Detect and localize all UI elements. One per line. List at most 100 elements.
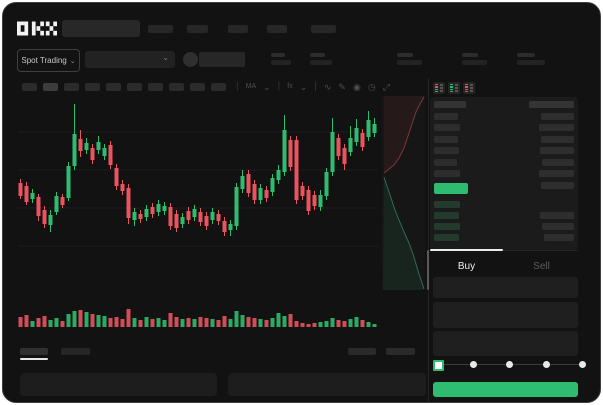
ask-amount-bar[interactable] (540, 147, 574, 154)
buy-tab-label: Buy (457, 261, 476, 272)
price-field[interactable] (433, 277, 578, 298)
ask-price-bar[interactable] (434, 101, 466, 108)
timeframe-button[interactable] (169, 83, 184, 91)
ask-amount-bar[interactable] (539, 170, 574, 177)
timeframe-button[interactable] (127, 83, 142, 91)
ticker-stat-value (271, 60, 291, 65)
book-bids-icon[interactable] (448, 82, 460, 94)
amount-slider[interactable] (433, 358, 586, 372)
bottom-bar-action[interactable] (386, 348, 415, 355)
timeframe-button[interactable] (64, 83, 79, 91)
chevron-down-icon[interactable]: ⌄ (299, 82, 308, 92)
ask-price-bar[interactable] (434, 135, 458, 143)
tab-buy[interactable]: Buy (430, 256, 503, 274)
total-field[interactable] (433, 331, 578, 356)
line-tool-icon[interactable]: ∿ (323, 82, 332, 92)
ticker-stat-label (271, 53, 285, 57)
timeframe-button[interactable] (211, 83, 226, 91)
timeframe-button[interactable] (85, 83, 100, 91)
bottom-bar-action[interactable] (348, 348, 376, 355)
market-type-label: Spot Trading (21, 56, 67, 65)
slider-stop[interactable] (542, 361, 550, 368)
bid-amount-bar[interactable] (542, 223, 574, 230)
nav-item[interactable] (311, 25, 336, 33)
ticker-stat-label (310, 53, 325, 57)
timeframe-button[interactable] (22, 83, 37, 91)
tab-underline-track (430, 250, 578, 251)
ask-price-bar[interactable] (434, 158, 457, 166)
chevron-down-icon: ⌄ (162, 53, 169, 62)
nav-item[interactable] (148, 25, 173, 33)
avatar[interactable] (183, 52, 198, 67)
submit-order-button[interactable] (433, 382, 578, 397)
chart-tools: | MA ⌄ | fx ⌄ | ∿ ✎ ◉ ◷ ⤢ (236, 80, 390, 94)
ask-price-bar[interactable] (434, 112, 458, 120)
ticker-stat-label (462, 53, 478, 57)
timeframe-button[interactable] (148, 83, 163, 91)
divider: | (236, 81, 239, 92)
bottom-panel-right[interactable] (228, 373, 426, 396)
ticker-stat-value (397, 60, 422, 65)
nav-item[interactable] (267, 25, 287, 33)
ask-amount-bar[interactable] (529, 101, 574, 108)
bid-amount-bar[interactable] (544, 234, 574, 241)
chevron-down-icon: ⌄ (69, 57, 76, 65)
camera-icon[interactable]: ◉ (352, 82, 361, 92)
ask-price-bar[interactable] (434, 170, 460, 177)
draw-tool-icon[interactable]: ✎ (338, 82, 346, 92)
ask-amount-bar[interactable] (541, 112, 574, 120)
bottom-tab[interactable] (61, 348, 90, 355)
bottom-tab-indicator (20, 358, 48, 360)
bid-price-bar[interactable] (434, 212, 459, 219)
ticker-stat-label (397, 53, 413, 57)
chevron-down-icon[interactable]: ⌄ (263, 82, 271, 92)
bid-price-bar[interactable] (434, 223, 460, 230)
divider: | (277, 81, 281, 92)
bid-price-bar[interactable] (434, 234, 459, 241)
slider-stop[interactable] (469, 361, 477, 368)
ticker-stat-value (462, 60, 487, 65)
slider-handle[interactable] (433, 360, 444, 371)
ticker-stat-value (310, 60, 332, 65)
timeframe-button[interactable] (43, 83, 58, 91)
panel-divider (428, 78, 429, 402)
pair-selector[interactable]: ⌄ (85, 51, 175, 68)
bid-amount-bar[interactable] (540, 212, 574, 219)
bottom-tab[interactable] (20, 348, 48, 355)
bottom-panel-left[interactable] (20, 373, 217, 396)
indicator-b-button[interactable]: fx (287, 83, 293, 90)
slider-stop[interactable] (506, 361, 513, 368)
history-icon[interactable]: ◷ (367, 82, 376, 92)
market-type-dropdown[interactable]: Spot Trading ⌄ (17, 49, 80, 72)
last-price-bar[interactable] (434, 182, 468, 194)
nav-item[interactable] (228, 25, 248, 33)
ask-amount-bar[interactable] (541, 135, 574, 143)
book-asks-icon[interactable] (463, 82, 475, 94)
book-combined-icon[interactable] (433, 82, 445, 94)
tab-sell[interactable]: Sell (505, 256, 578, 274)
nav-item[interactable] (187, 25, 208, 33)
ask-amount-bar[interactable] (539, 124, 574, 131)
amount-field[interactable] (433, 302, 578, 328)
search-input[interactable] (62, 20, 140, 37)
ask-price-bar[interactable] (434, 147, 459, 154)
ask-amount-bar[interactable] (542, 158, 574, 166)
ticker-stat-value (517, 60, 545, 65)
okx-logo[interactable] (17, 21, 57, 36)
ask-price-bar[interactable] (434, 124, 460, 131)
sell-tab-label: Sell (533, 261, 550, 272)
indicator-a-button[interactable]: MA (245, 83, 257, 90)
account-button[interactable] (199, 52, 245, 67)
buy-tab-indicator (430, 249, 503, 251)
orderbook-view-modes (433, 82, 475, 94)
timeframe-button[interactable] (106, 83, 121, 91)
fullscreen-icon[interactable]: ⤢ (382, 82, 390, 92)
panel-scroll-indicator[interactable] (427, 250, 429, 290)
ask-amount-bar[interactable] (541, 181, 574, 189)
slider-stop[interactable] (579, 361, 586, 368)
bid-price-bar[interactable] (434, 201, 460, 208)
timeframe-button[interactable] (190, 83, 205, 91)
divider: | (314, 81, 317, 92)
